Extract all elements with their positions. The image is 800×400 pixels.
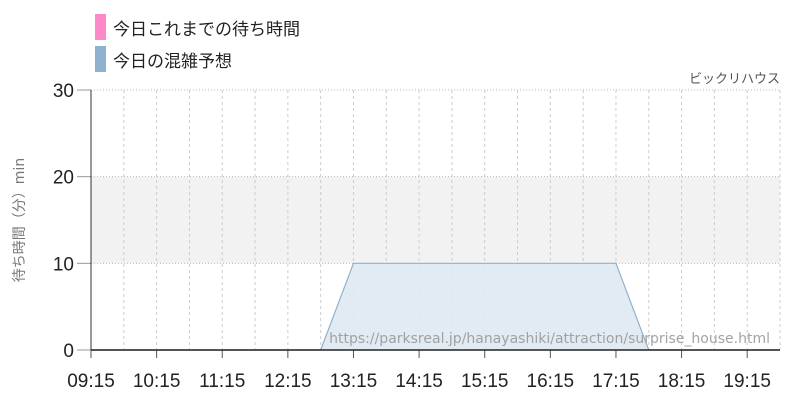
legend-item-actual[interactable]: 今日これまでの待ち時間 [95,14,300,40]
y-tick-label: 30 [53,81,74,102]
x-tick-label: 10:15 [133,371,181,392]
watermark: https://parksreal.jp/hanayashiki/attract… [329,331,770,347]
x-tick-label: 16:15 [527,371,575,392]
legend-label-forecast: 今日の混雑予想 [113,51,232,72]
x-tick-label: 11:15 [199,371,245,392]
attraction-name: ビックリハウス [689,72,780,87]
legend-item-forecast[interactable]: 今日の混雑予想 [95,46,232,72]
y-tick-label: 20 [53,168,74,189]
x-tick-label: 15:15 [461,371,509,392]
x-tick-label: 17:15 [592,371,640,392]
x-tick-label: 14:15 [395,371,443,392]
y-axis-label: 待ち時間（分）min [12,158,28,282]
x-tick-label: 13:15 [330,371,378,392]
series-area-1 [91,263,780,350]
legend-swatch-actual [95,14,106,40]
x-tick-label: 09:15 [67,371,115,392]
highlight-band [91,176,780,264]
y-tick-label: 10 [53,254,74,275]
legend-label-actual: 今日これまでの待ち時間 [113,19,300,40]
x-tick-label: 18:15 [658,371,706,392]
x-tick-label: 19:15 [723,371,771,392]
legend-swatch-forecast [95,46,106,72]
x-tick-label: 12:15 [264,371,312,392]
y-tick-label: 0 [63,341,74,362]
